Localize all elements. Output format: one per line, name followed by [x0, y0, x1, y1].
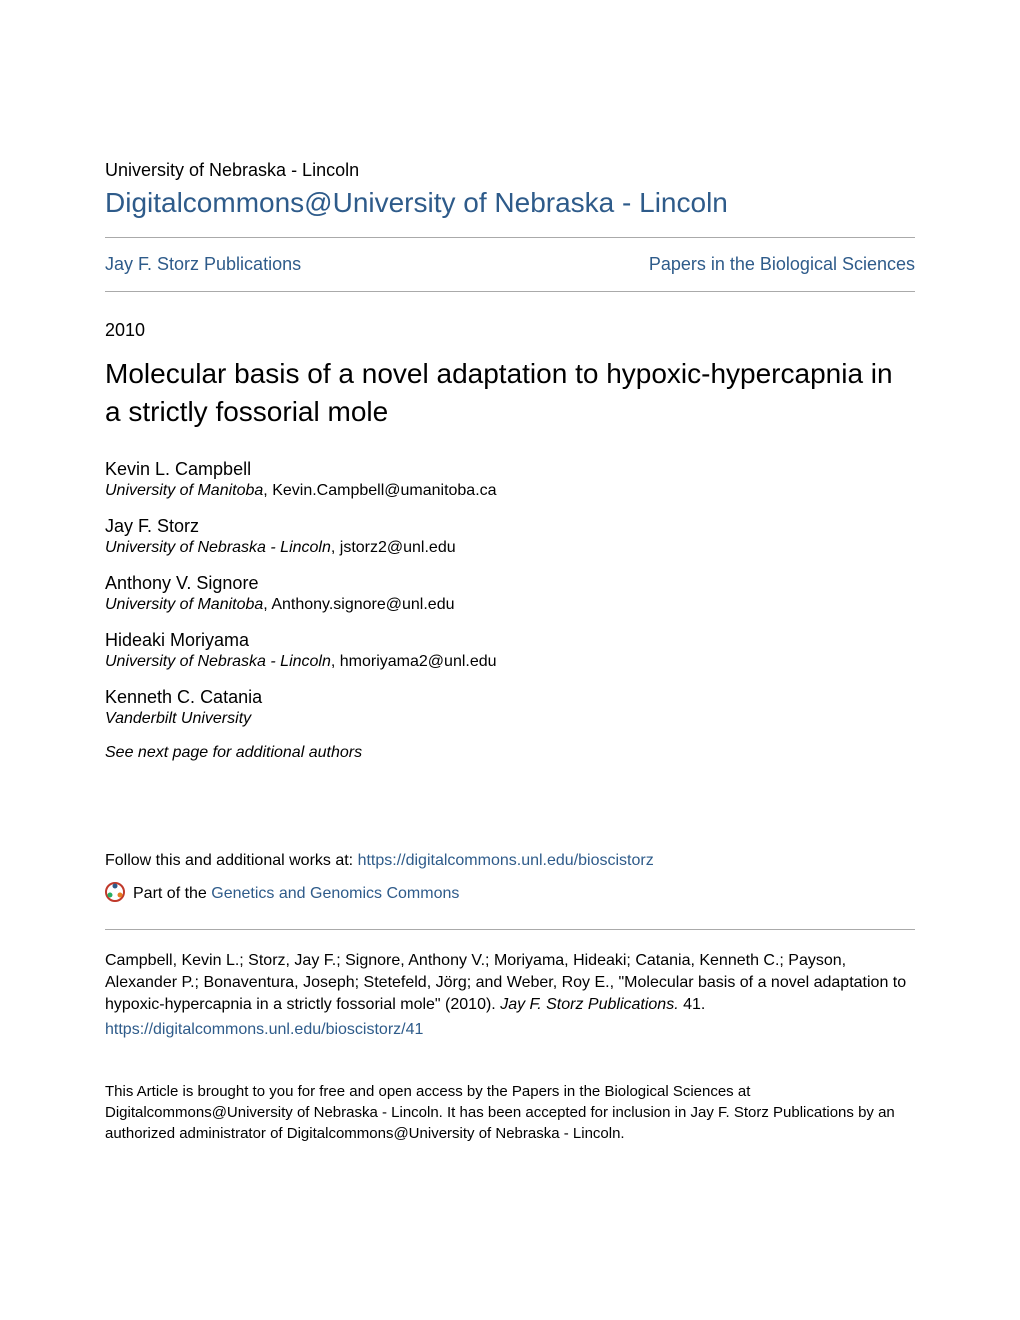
author-affiliation: University of Nebraska - Lincoln, jstorz…	[105, 539, 915, 557]
commons-link[interactable]: Genetics and Genomics Commons	[211, 885, 459, 902]
divider-citation	[105, 929, 915, 930]
breadcrumb-nav: Jay F. Storz Publications Papers in the …	[105, 238, 915, 291]
author-email: Kevin.Campbell@umanitoba.ca	[272, 482, 496, 499]
article-title: Molecular basis of a novel adaptation to…	[105, 355, 915, 431]
publication-year: 2010	[105, 320, 915, 341]
author-name: Kenneth C. Catania	[105, 687, 915, 708]
part-of-text: Part of the Genetics and Genomics Common…	[133, 885, 459, 903]
header-block: University of Nebraska - Lincoln Digital…	[105, 160, 915, 219]
author-institution: University of Nebraska - Lincoln	[105, 539, 331, 556]
department-link[interactable]: Papers in the Biological Sciences	[649, 254, 915, 275]
author-institution: University of Manitoba	[105, 482, 263, 499]
citation-block: Campbell, Kevin L.; Storz, Jay F.; Signo…	[105, 950, 915, 1042]
author-block: Hideaki Moriyama University of Nebraska -…	[105, 630, 915, 671]
author-name: Jay F. Storz	[105, 516, 915, 537]
author-name: Hideaki Moriyama	[105, 630, 915, 651]
author-institution: University of Manitoba	[105, 596, 263, 613]
network-icon	[105, 882, 125, 907]
site-title-link[interactable]: Digitalcommons@University of Nebraska - …	[105, 187, 915, 219]
citation-journal: Jay F. Storz Publications.	[500, 996, 678, 1013]
author-email: Anthony.signore@unl.edu	[271, 596, 454, 613]
author-affiliation: Vanderbilt University	[105, 710, 915, 728]
author-affiliation: University of Nebraska - Lincoln, hmoriy…	[105, 653, 915, 671]
author-institution: Vanderbilt University	[105, 710, 251, 727]
part-of-line: Part of the Genetics and Genomics Common…	[105, 882, 915, 907]
rights-statement: This Article is brought to you for free …	[105, 1081, 915, 1144]
author-name: Kevin L. Campbell	[105, 459, 915, 480]
author-block: Jay F. Storz University of Nebraska - Lin…	[105, 516, 915, 557]
authors-list: Kevin L. Campbell University of Manitoba,…	[105, 459, 915, 728]
author-email: hmoriyama2@unl.edu	[340, 653, 497, 670]
author-institution: University of Nebraska - Lincoln	[105, 653, 331, 670]
author-affiliation: University of Manitoba, Anthony.signore@…	[105, 596, 915, 614]
author-affiliation: University of Manitoba, Kevin.Campbell@u…	[105, 482, 915, 500]
follow-prefix: Follow this and additional works at:	[105, 852, 358, 869]
author-block: Kevin L. Campbell University of Manitoba,…	[105, 459, 915, 500]
author-block: Anthony V. Signore University of Manitoba…	[105, 573, 915, 614]
additional-authors-note: See next page for additional authors	[105, 744, 915, 762]
author-block: Kenneth C. Catania Vanderbilt University	[105, 687, 915, 728]
author-name: Anthony V. Signore	[105, 573, 915, 594]
institution-name: University of Nebraska - Lincoln	[105, 160, 915, 181]
author-email: jstorz2@unl.edu	[340, 539, 456, 556]
follow-link[interactable]: https://digitalcommons.unl.edu/bioscisto…	[358, 852, 654, 869]
collection-link[interactable]: Jay F. Storz Publications	[105, 254, 301, 275]
divider-nav	[105, 291, 915, 292]
part-of-prefix: Part of the	[133, 885, 211, 902]
citation-number: 41.	[679, 996, 706, 1013]
citation-link[interactable]: https://digitalcommons.unl.edu/bioscisto…	[105, 1019, 915, 1041]
follow-line: Follow this and additional works at: htt…	[105, 852, 915, 870]
